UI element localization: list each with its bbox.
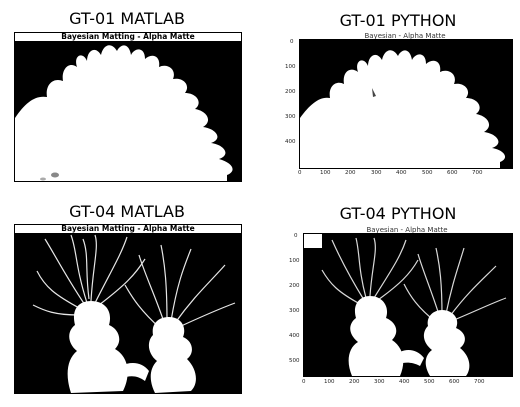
x-tick: 600	[447, 170, 458, 176]
y-tick: 300	[285, 114, 296, 120]
alpha-matte-image: Bayesian Matting - Alpha Matte	[14, 32, 242, 182]
x-tick: 300	[374, 379, 385, 385]
y-tick: 100	[285, 64, 296, 70]
x-tick: 0	[302, 379, 306, 385]
alpha-matte-troll	[15, 225, 241, 393]
x-tick: 0	[298, 170, 302, 176]
x-tick: 200	[349, 379, 360, 385]
matte-inner-title: Bayesian Matting - Alpha Matte	[61, 224, 195, 233]
alpha-matte-troll	[304, 234, 512, 376]
y-tick: 100	[289, 258, 300, 264]
x-tick: 200	[345, 170, 356, 176]
x-tick: 100	[320, 170, 331, 176]
alpha-matte-image	[299, 39, 513, 169]
y-tick: 300	[289, 308, 300, 314]
matte-inner-title: Bayesian Matting - Alpha Matte	[61, 32, 195, 41]
x-tick: 700	[472, 170, 483, 176]
alpha-matte-flower	[300, 40, 512, 168]
y-tick: 0	[290, 39, 294, 45]
y-tick: 500	[289, 358, 300, 364]
y-tick: 200	[289, 283, 300, 289]
y-tick: 200	[285, 89, 296, 95]
x-tick: 700	[474, 379, 485, 385]
y-tick: 400	[285, 139, 296, 145]
x-tick: 400	[396, 170, 407, 176]
x-tick: 100	[324, 379, 335, 385]
x-tick: 400	[399, 379, 410, 385]
alpha-matte-flower	[15, 33, 241, 181]
x-tick: 300	[371, 170, 382, 176]
x-tick: 500	[424, 379, 435, 385]
x-tick: 500	[422, 170, 433, 176]
x-tick: 600	[449, 379, 460, 385]
panel-title: GT-01 PYTHON	[339, 11, 457, 30]
panel-title: GT-01 MATLAB	[69, 9, 185, 28]
y-tick: 400	[289, 333, 300, 339]
panel-title: GT-04 MATLAB	[69, 202, 185, 221]
matte-inner-title: Bayesian - Alpha Matte	[364, 32, 446, 40]
y-tick: 0	[294, 233, 298, 239]
matte-inner-title: Bayesian - Alpha Matte	[366, 226, 448, 234]
alpha-matte-image: Bayesian Matting - Alpha Matte	[14, 224, 242, 394]
alpha-matte-image	[303, 233, 513, 377]
panel-title: GT-04 PYTHON	[339, 204, 457, 223]
